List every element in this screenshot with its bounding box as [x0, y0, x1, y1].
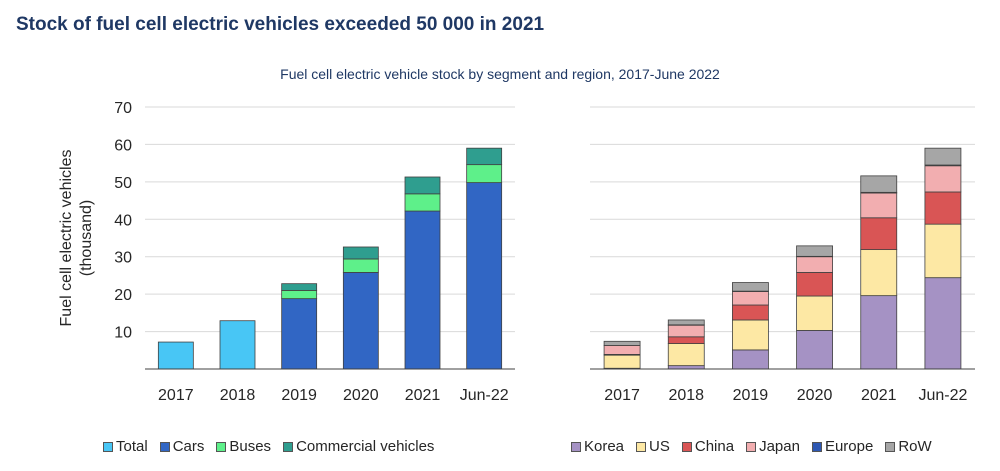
bar-commercial-vehicles-2020 — [342, 246, 379, 260]
bar-row-2017 — [603, 340, 641, 346]
bar-japan-2018 — [667, 324, 705, 338]
bar-korea-2018 — [667, 365, 705, 370]
legend-swatch — [571, 441, 581, 452]
legend-label: Commercial vehicles — [296, 438, 435, 455]
bar-commercial-vehicles-jun-22 — [466, 147, 503, 166]
bar-us-2019 — [732, 319, 769, 351]
bar-us-2020 — [796, 295, 833, 331]
bar-china-2018 — [667, 336, 705, 344]
y-tick-label: 10 — [114, 325, 132, 342]
legend-item-japan: Japan — [746, 438, 800, 455]
bar-row-2021 — [860, 175, 898, 193]
bar-row-2018 — [667, 319, 705, 326]
legend-label: Total — [116, 438, 148, 455]
legend-label: US — [649, 438, 670, 455]
chart-subtitle: Fuel cell electric vehicle stock by segm… — [280, 66, 720, 82]
y-tick-label: 40 — [114, 212, 132, 229]
bar-us-jun-22 — [924, 223, 962, 279]
y-tick-label: 70 — [114, 100, 132, 117]
bar-row-2019 — [732, 282, 769, 292]
x-tick-label: 2018 — [668, 387, 704, 404]
legend-swatch — [159, 441, 170, 452]
legend-label: Buses — [229, 438, 272, 455]
legend-swatch — [216, 441, 227, 452]
bar-china-2021 — [860, 217, 898, 251]
x-tick-label: 2020 — [797, 387, 833, 404]
bar-china-2019 — [732, 304, 769, 321]
bar-korea-2019 — [732, 349, 769, 370]
bar-korea-2020 — [796, 330, 833, 370]
bar-row-2020 — [796, 245, 833, 257]
x-tick-label: 2021 — [861, 387, 897, 404]
bar-total-2018 — [219, 320, 256, 370]
bar-japan-2021 — [860, 192, 898, 219]
legend-swatch — [811, 441, 822, 452]
bar-japan-2017 — [603, 345, 641, 355]
bar-cars-jun-22 — [466, 182, 503, 370]
bar-korea-jun-22 — [924, 277, 962, 370]
bar-commercial-vehicles-2021 — [404, 176, 441, 195]
x-tick-label: 2017 — [604, 387, 640, 404]
x-tick-label: 2019 — [733, 387, 769, 404]
legend-item-cars: Cars — [159, 438, 205, 455]
bar-buses-jun-22 — [466, 164, 503, 184]
x-tick-label: 2020 — [343, 387, 379, 404]
legend-item-buses: Buses — [216, 438, 271, 455]
bar-japan-2020 — [796, 256, 833, 273]
legend-swatch — [885, 441, 896, 452]
x-tick-label: Jun-22 — [460, 387, 509, 404]
legend-item-us: US — [636, 438, 670, 455]
legend-label: Europe — [824, 438, 874, 455]
bar-china-jun-22 — [924, 191, 962, 225]
legend-item-korea: Korea — [571, 438, 624, 455]
legend-item-row: RoW — [885, 438, 932, 455]
legend-label: Cars — [172, 438, 205, 455]
bar-buses-2019 — [281, 289, 318, 300]
legend-label: China — [694, 438, 735, 455]
bar-commercial-vehicles-2019 — [281, 283, 318, 291]
legend-swatch — [746, 441, 757, 452]
legend-label: Korea — [584, 438, 625, 455]
y-axis-title-line2: (thousand) — [78, 200, 95, 277]
bar-us-2021 — [860, 249, 898, 297]
bar-us-2017 — [603, 354, 641, 369]
bar-total-2017 — [157, 341, 194, 370]
legend-swatch — [103, 441, 113, 452]
bar-japan-2019 — [732, 291, 769, 306]
legend-item-europe: Europe — [811, 438, 874, 455]
x-tick-label: 2021 — [405, 387, 441, 404]
legend-item-china: China — [681, 438, 735, 455]
bar-us-2018 — [667, 343, 705, 367]
bar-cars-2019 — [281, 298, 318, 370]
bar-japan-jun-22 — [924, 165, 962, 193]
legend-label: RoW — [898, 438, 932, 455]
x-tick-label: 2019 — [281, 387, 317, 404]
bar-buses-2020 — [342, 258, 379, 273]
legend-label: Japan — [759, 438, 800, 455]
bar-row-jun-22 — [924, 147, 962, 166]
bar-korea-2021 — [860, 295, 898, 370]
x-tick-label: 2017 — [158, 387, 194, 404]
legend-region: Korea US China Japan Europe RoW — [571, 438, 944, 455]
bar-china-2020 — [796, 272, 833, 297]
legend-item-commercial-vehicles: Commercial vehicles — [283, 438, 434, 455]
legend-item-total: Total — [103, 438, 148, 455]
bar-buses-2021 — [404, 193, 441, 212]
x-tick-label: 2018 — [220, 387, 256, 404]
legend-segment: Total Cars Buses Commercial vehicles — [103, 438, 446, 455]
y-tick-label: 50 — [114, 175, 132, 192]
y-tick-label: 20 — [114, 287, 132, 304]
y-tick-label: 60 — [114, 137, 132, 154]
x-tick-label: Jun-22 — [918, 387, 967, 404]
legend-swatch — [681, 441, 692, 452]
y-tick-label: 30 — [114, 250, 132, 267]
bar-cars-2020 — [342, 272, 379, 370]
y-axis-title-line1: Fuel cell electric vehicles — [58, 150, 75, 327]
legend-swatch — [636, 441, 647, 452]
bar-cars-2021 — [404, 210, 441, 370]
page-title: Stock of fuel cell electric vehicles exc… — [16, 14, 545, 35]
legend-swatch — [283, 441, 294, 452]
